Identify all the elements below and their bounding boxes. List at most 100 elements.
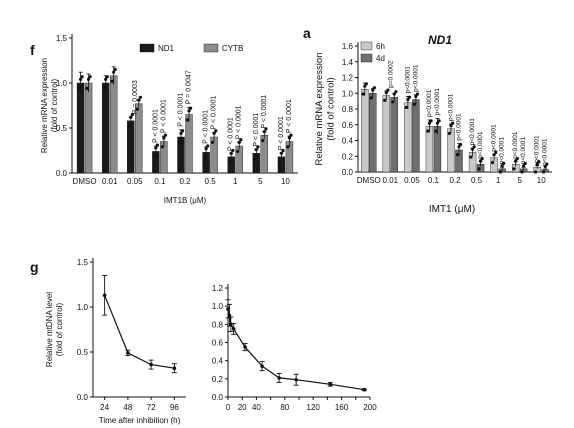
data-point	[362, 387, 367, 392]
x-tick-label: 40	[252, 403, 261, 412]
data-point	[202, 156, 207, 160]
y-tick-label: 0.0	[77, 393, 89, 402]
data-point	[86, 77, 91, 81]
data-point	[449, 123, 453, 128]
data-point	[181, 129, 185, 133]
p-value-annotation: p<0.0001	[520, 137, 527, 165]
data-point	[294, 377, 298, 382]
x-tick-label: 0.01	[383, 176, 399, 185]
bar-cytb	[84, 82, 93, 174]
p-value-annotation: p<0.0001	[512, 131, 519, 159]
data-point	[477, 167, 481, 171]
data-point	[426, 129, 430, 133]
data-point	[127, 124, 131, 128]
y-tick-label: 0.0	[342, 168, 354, 177]
y-tick-label: 1.2	[212, 284, 224, 293]
data-point	[289, 133, 293, 137]
bar-nd1	[127, 120, 135, 174]
data-point	[130, 112, 134, 117]
data-point	[523, 161, 527, 165]
x-tick-label: 0.2	[449, 176, 461, 185]
data-point	[361, 92, 365, 96]
data-point	[500, 164, 504, 168]
bar-4d	[412, 99, 420, 173]
p-value-annotation: p<0.0001	[426, 89, 433, 117]
p-value-annotation: p<0.0001	[542, 138, 549, 166]
bar-6h	[404, 102, 412, 173]
p-value-annotation: P < 0.0001	[253, 113, 260, 147]
data-point	[434, 129, 438, 133]
y-tick-label: 0.8	[342, 105, 354, 114]
y-tick-label: 0.4	[342, 137, 354, 146]
y-tick-label: 0.6	[212, 339, 224, 348]
legend-label-cytb: CYTB	[222, 44, 243, 53]
data-point	[384, 90, 388, 95]
data-point	[364, 82, 368, 86]
data-point	[254, 148, 258, 152]
data-point	[126, 351, 130, 355]
series-line	[227, 308, 365, 391]
data-point	[236, 149, 240, 153]
y-tick-label: 0.8	[212, 320, 224, 329]
data-point	[545, 162, 549, 166]
x-axis-label: IMT1B (μM)	[164, 196, 207, 205]
p-value-annotation: P = 0.0047	[186, 70, 193, 104]
data-point	[102, 293, 107, 298]
chart-f: 0.0 0.5 1.0 1.5 DMSO 0.01 0.05 P = 0.0003 0.1 P <…	[40, 34, 298, 205]
x-tick-label: 20	[238, 403, 247, 412]
data-point	[256, 145, 260, 149]
y-tick-label: 0.4	[212, 357, 224, 366]
data-point	[228, 160, 232, 164]
data-point	[286, 145, 290, 149]
x-tick-label: 96	[170, 403, 179, 412]
data-point	[179, 131, 183, 135]
p-value-annotation: p<0.0001	[456, 113, 463, 141]
data-point	[287, 136, 292, 140]
data-point	[459, 142, 463, 147]
x-tick-label: DMSO	[357, 176, 381, 185]
legend-label-nd1: ND1	[158, 44, 175, 53]
data-point	[542, 170, 546, 174]
y-tick-label: 1.5	[77, 258, 89, 267]
chart-g-decay: 0.0 0.2 0.4 0.6 0.8 1.0 1.2 0 20 40 80 120 160 200	[212, 284, 377, 412]
p-value-annotation: P < 0.0001	[178, 93, 185, 127]
bar-6h	[382, 95, 391, 173]
data-point	[535, 162, 539, 166]
data-point	[104, 77, 108, 81]
legend-swatch-6h	[360, 41, 373, 51]
x-tick-label: 0.2	[179, 177, 191, 186]
data-point	[281, 148, 285, 153]
y-tick-label: 1.0	[77, 303, 89, 312]
x-tick-label: 0	[226, 403, 231, 412]
data-point	[187, 109, 191, 113]
data-point	[447, 131, 451, 136]
p-value-annotation: p<0.0001	[434, 88, 441, 116]
data-point	[437, 119, 441, 123]
bar-cytb	[109, 75, 118, 174]
data-point	[392, 92, 396, 96]
data-point	[149, 362, 153, 367]
data-point	[172, 366, 177, 371]
x-tick-label: 1	[496, 176, 501, 185]
legend-label-4d: 4d	[376, 54, 385, 63]
data-point	[77, 86, 81, 90]
x-tick-label: 80	[280, 403, 289, 412]
data-point	[85, 86, 89, 90]
panel-a-letter: a	[303, 25, 311, 41]
data-point	[162, 136, 166, 140]
data-point	[470, 147, 475, 151]
data-point	[480, 157, 484, 161]
data-point	[278, 160, 282, 164]
data-point	[206, 144, 210, 148]
p-value-annotation: P < 0.0001	[228, 117, 235, 151]
bar-cytb	[185, 114, 193, 174]
data-point	[534, 170, 538, 174]
x-tick-label: 5	[258, 177, 263, 186]
data-point	[502, 161, 506, 165]
data-point	[279, 151, 284, 155]
data-point	[383, 98, 387, 102]
p-value-annotation: p<0.0001	[412, 64, 419, 92]
y-axis-label: Relative mRNA expression	[40, 58, 49, 153]
p-value-annotation: P = 0.0003	[132, 80, 139, 114]
